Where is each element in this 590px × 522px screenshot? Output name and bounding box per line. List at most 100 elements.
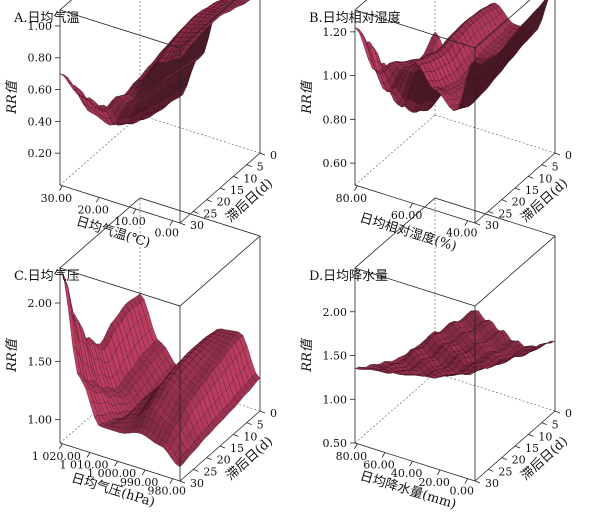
lag-tick-label: 20	[512, 454, 526, 467]
lag-tick	[220, 446, 225, 448]
lag-tick-label: 5	[552, 419, 559, 432]
lag-tick-label: 20	[217, 196, 231, 209]
surface-facet	[547, 341, 555, 343]
lag-tick-label: 15	[230, 442, 244, 455]
box-back-left-edge	[355, 373, 435, 443]
value-tick-label: 0.60	[323, 157, 348, 170]
x-tick	[465, 479, 468, 484]
value-axis-label: RR值	[300, 337, 315, 373]
lag-tick	[207, 458, 212, 460]
lag-tick-label: 0	[270, 149, 277, 162]
lag-tick-label: 10	[243, 172, 257, 185]
lag-tick-label: 20	[217, 454, 231, 467]
box-back-bottom-edge	[140, 115, 260, 153]
surface-facet	[64, 281, 72, 316]
surface-A	[60, 0, 260, 125]
x-tick	[170, 479, 173, 484]
value-tick-label: 2.00	[28, 297, 53, 310]
lag-tick-label: 5	[257, 419, 264, 432]
lag-tick	[555, 411, 560, 413]
x-tick	[142, 470, 145, 475]
box-back-left-edge	[355, 115, 435, 185]
value-tick-label: 0.80	[323, 113, 348, 126]
x-tick	[59, 186, 62, 191]
x-tick	[170, 221, 173, 226]
x-tick	[410, 203, 413, 208]
lag-tick	[247, 423, 252, 425]
x-tick	[354, 186, 357, 191]
x-tick	[437, 470, 440, 475]
value-tick-label: 1.00	[323, 70, 348, 83]
surface-D	[355, 310, 555, 378]
lag-tick	[502, 458, 507, 460]
lag-tick-label: 20	[512, 196, 526, 209]
lag-tick-label: 0	[565, 407, 572, 420]
lag-tick	[260, 153, 265, 155]
lag-tick-label: 0	[270, 407, 277, 420]
value-tick-label: 1.50	[323, 350, 348, 363]
lag-tick	[193, 469, 198, 471]
lag-tick-label: 10	[538, 172, 552, 185]
panel-B-title: B.日均相对湿度	[309, 10, 401, 26]
lag-tick	[528, 434, 533, 436]
box-back-bottom-edge	[435, 115, 555, 153]
lag-tick-label: 25	[203, 465, 217, 478]
lag-tick	[220, 188, 225, 190]
value-tick-label: 1.00	[28, 20, 53, 33]
lag-tick	[247, 165, 252, 167]
value-axis-label: RR值	[5, 337, 20, 373]
value-tick-label: 1.00	[323, 393, 348, 406]
x-tick	[410, 461, 413, 466]
value-tick-label: 1.00	[28, 414, 53, 427]
value-tick-label: 0.40	[28, 115, 53, 128]
lag-tick	[233, 434, 238, 436]
lag-tick	[475, 223, 480, 225]
lag-tick-label: 30	[485, 219, 499, 232]
lag-tick	[475, 481, 480, 483]
x-tick	[115, 461, 118, 466]
value-tick-label: 0.50	[323, 437, 348, 450]
value-tick-label: 0.60	[28, 84, 53, 97]
value-tick-label: 1.20	[323, 26, 348, 39]
lag-tick	[515, 446, 520, 448]
lag-tick	[207, 200, 212, 202]
lag-tick	[502, 200, 507, 202]
lag-tick	[233, 176, 238, 178]
lag-tick	[180, 223, 185, 225]
surface-facet	[64, 77, 72, 84]
lag-tick	[515, 188, 520, 190]
value-tick-label: 1.50	[28, 355, 53, 368]
x-tick-label: 0.00	[155, 227, 180, 240]
lag-tick-label: 30	[485, 477, 499, 490]
x-tick	[382, 453, 385, 458]
lag-tick	[488, 211, 493, 213]
box-back-left-edge	[60, 115, 140, 185]
value-axis-label: RR值	[5, 79, 20, 115]
value-axis-label: RR值	[300, 79, 315, 115]
lag-tick-label: 15	[525, 184, 539, 197]
value-tick-label: 2.00	[323, 306, 348, 319]
lag-tick	[528, 176, 533, 178]
lag-tick-label: 10	[243, 430, 257, 443]
value-tick-label: 0.20	[28, 147, 53, 160]
panel-C-title: C.日均气压	[14, 268, 80, 284]
lag-tick	[180, 481, 185, 483]
lag-tick-label: 5	[552, 161, 559, 174]
lag-tick-label: 10	[538, 430, 552, 443]
panel-B: B.日均相对湿度1.201.000.800.60RR值80.0060.0040.…	[300, 0, 572, 255]
lag-tick-label: 0	[565, 149, 572, 162]
lag-tick-label: 15	[230, 184, 244, 197]
lag-tick-label: 25	[498, 465, 512, 478]
x-tick-label: 80.00	[336, 192, 368, 205]
lag-tick	[193, 211, 198, 213]
surface-facet	[359, 33, 367, 47]
lag-tick	[555, 153, 560, 155]
value-tick-label: 0.80	[28, 52, 53, 65]
x-tick-label: 30.00	[41, 192, 73, 205]
lag-tick-label: 5	[257, 161, 264, 174]
lag-tick	[542, 165, 547, 167]
x-tick	[96, 197, 99, 202]
x-tick	[87, 453, 90, 458]
